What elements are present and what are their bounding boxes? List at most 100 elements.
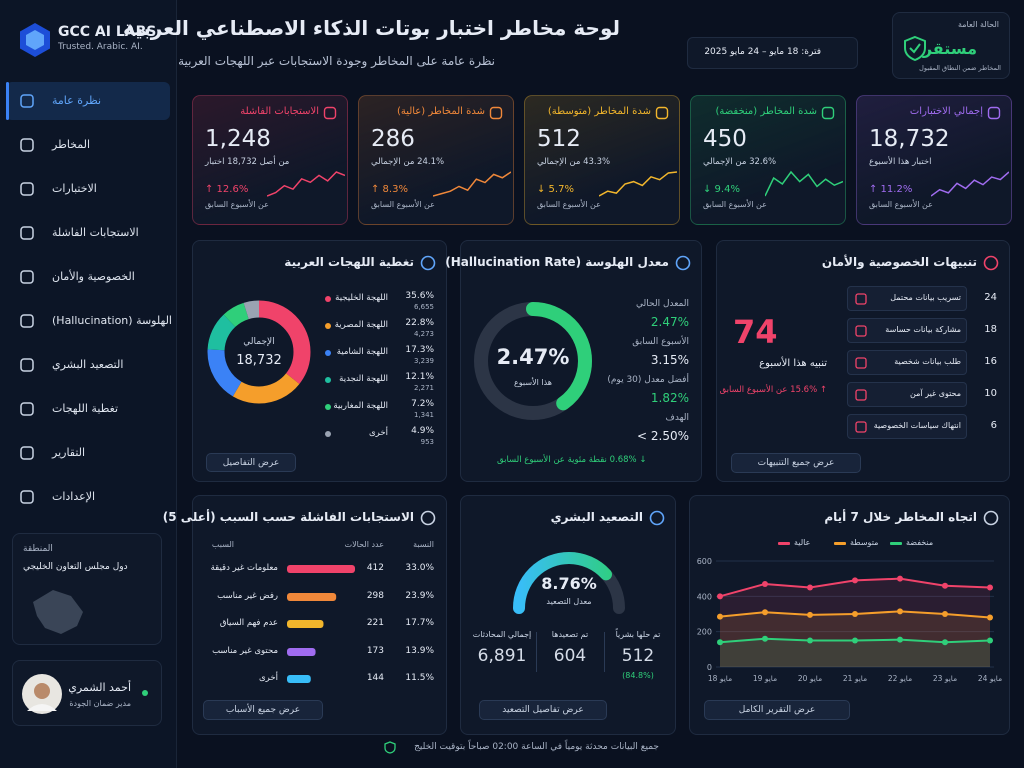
kpi-title: إجمالي الاختبارات [909,106,983,117]
bar-area [287,565,355,573]
kpi-card: شدة المخاطر (متوسطة) 512 43.3% من الإجمالي… [524,95,680,225]
kpi-icon [489,106,503,120]
dialect-name: اللهجة المغاربية [333,401,388,411]
alert-change: ↑ 15.6% عن الأسبوع السابق [719,385,827,395]
point [897,608,903,615]
nav-icon [20,138,34,152]
alert-icon [855,325,867,337]
date-picker[interactable]: فترة: 18 مايو – 24 مايو 2025 [687,37,858,69]
x-tick-label: 19 مايو [753,674,777,683]
kpi-card: شدة المخاطر (منخفضة) 450 32.6% من الإجمالي… [690,95,846,225]
kpi-change-note: عن الأسبوع السابق [703,200,767,209]
escalation-button[interactable]: عرض تفاصيل التصعيد [479,700,607,720]
bar-area [287,620,324,628]
stat-label: المعدل الحالي [636,299,689,309]
reasons-button[interactable]: عرض جميع الأسباب [203,700,323,720]
sparkline [599,171,677,197]
kpi-change: ↓ 5.7% [537,184,574,195]
dot [325,296,331,302]
nav-item[interactable]: الاستجابات الفاشلة [52,226,139,239]
point [717,613,723,620]
nav-item[interactable]: الهلوسة (Hallucination) [52,314,172,327]
esc-stat-value: 512 [621,646,655,666]
nav-item[interactable]: التصعيد البشري [52,358,124,371]
icon [855,421,867,433]
bar-area [287,647,316,656]
reason: عدم فهم السياق [219,618,278,628]
x-tick-label: 21 مايو [843,674,867,683]
dialect-share: 22.8% [405,318,434,328]
nav-item[interactable]: التقارير [52,446,86,459]
gauge [474,302,592,420]
stat-label: أفضل معدل (30 يوم) [607,375,689,385]
card-title: الاستجابات الفاشلة حسب السبب (أعلى 5) [162,510,414,524]
kpi-value: 1,248 [205,126,271,152]
title-icon [420,255,436,271]
status-note: المخاطر ضمن النطاق المقبول [919,64,1001,72]
details-button[interactable]: عرض التفاصيل [206,453,296,472]
sparkline [267,171,345,197]
donut-segment [207,300,311,404]
alert-name: طلب بيانات شخصية [894,357,961,366]
title-icon [983,510,999,526]
x-tick-label: 18 مايو [708,674,732,683]
kpi-value: 450 [703,126,747,152]
column-header: السبب [211,540,234,549]
alert-name: انتهاك سياسات الخصوصية [873,421,961,430]
title-icon [420,510,436,526]
nav-item[interactable]: نظرة عامة [52,94,102,107]
reason-share: 33.0% [405,563,434,573]
esc-stat-label: تم تصعيدها [551,630,589,639]
dialect-count: 6,655 [413,303,434,311]
stat-label: الهدف [665,413,689,423]
bar [287,647,316,656]
dot [325,404,331,410]
stat-label: الأسبوع السابق [632,337,689,347]
icon [20,490,34,504]
nav-item[interactable]: تغطية اللهجات [52,402,119,415]
kpi-title: شدة المخاطر (عالية) [396,106,485,117]
bar [287,592,337,601]
sparkline-line [931,171,1009,197]
reason-count: 144 [366,673,384,683]
nav-item[interactable]: الاختبارات [52,182,97,195]
nav-icon [20,446,34,460]
tagline: Trusted. Arabic. AI. [58,42,143,52]
report-button[interactable]: عرض التقرير الكامل [704,700,850,720]
kpi-icon [655,106,669,120]
dialect-card: تغطية اللهجات العربية اللهجة الخليجية 35.6… [192,240,447,482]
privacy-card: تنبيهات الخصوصية والأمان 74 تنبيه هذا الأس… [716,240,1010,482]
alert-row [847,350,967,375]
legend-label: متوسطة [850,538,879,547]
nav-item[interactable]: الإعدادات [52,490,96,503]
sparkline-line [599,171,677,197]
dialect-share: 7.2% [411,399,434,409]
series-area [720,638,990,667]
dot [325,350,331,356]
dot [325,431,331,437]
page-subtitle: نظرة عامة على المخاطر وجودة الاستجابات ع… [178,54,495,68]
region[interactable]: دول مجلس التعاون الخليجي [23,562,128,572]
esc-stat-label: تم حلها بشرياً [615,630,661,639]
sparkline-line [267,171,345,197]
point [987,614,993,621]
kpi-change: ↑ 8.3% [371,184,408,195]
card-title: التصعيد البشري [550,510,643,524]
gauge-arc [474,302,592,420]
kpi-icon [987,106,1001,120]
nav-icon [20,270,34,284]
icon [20,182,34,196]
failures-card: الاستجابات الفاشلة حسب السبب (أعلى 5) الس… [163,495,447,735]
legend-label: عالية [794,538,811,547]
nav-item[interactable]: المخاطر [52,138,91,151]
nav-item[interactable]: الخصوصية والأمان [52,270,135,283]
kpi-sub: اختبار هذا الأسبوع [869,157,932,167]
kpi-card: شدة المخاطر (عالية) 286 24.1% من الإجمالي ↑… [358,95,514,225]
reason: معلومات غير دقيقة [210,563,278,573]
alerts-button[interactable]: عرض جميع التنبيهات [731,453,861,473]
point [942,639,948,646]
kpi-change: ↓ 9.4% [703,184,740,195]
icon [855,325,867,337]
reason-count: 221 [366,618,384,628]
